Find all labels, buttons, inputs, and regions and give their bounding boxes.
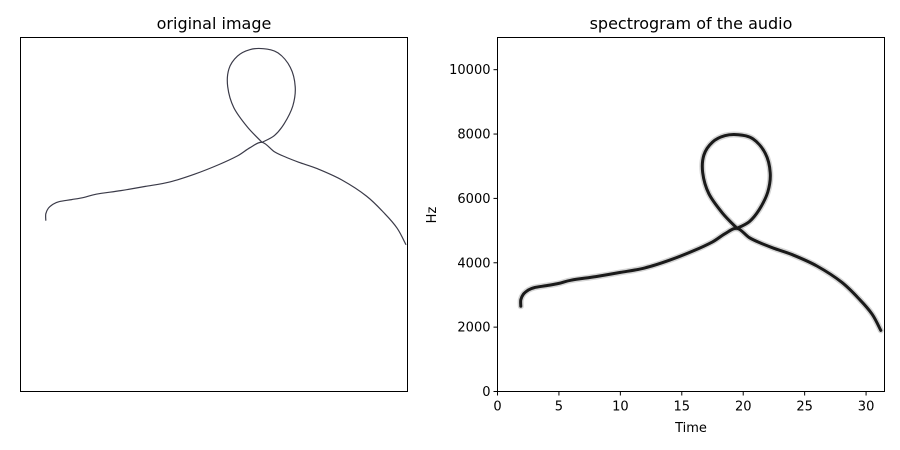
x-tick-label: 5 xyxy=(555,400,563,415)
image-curve xyxy=(45,141,407,245)
x-axis-label: Time xyxy=(674,421,707,436)
spectrogram-loop xyxy=(700,132,772,230)
x-tick-label: 0 xyxy=(493,400,501,415)
left-panel: original image xyxy=(20,14,408,392)
y-tick-label: 8000 xyxy=(457,128,490,143)
right-title: spectrogram of the audio xyxy=(590,14,793,33)
left-frame xyxy=(20,37,408,392)
y-axis-label: Hz xyxy=(425,207,440,224)
x-tick-label: 20 xyxy=(735,400,752,415)
y-tick-label: 0 xyxy=(482,385,490,400)
y-tick-label: 4000 xyxy=(457,256,490,271)
y-tick-label: 10000 xyxy=(449,63,490,78)
y-ticks: 0 2000 4000 6000 8000 10000 xyxy=(449,63,498,400)
right-curves xyxy=(517,131,884,334)
right-panel: spectrogram of the audio 0 5 10 15 20 25 30 0 2… xyxy=(425,14,885,436)
y-tick-label: 6000 xyxy=(457,192,490,207)
image-loop xyxy=(226,47,296,143)
y-tick-label: 2000 xyxy=(457,321,490,336)
x-tick-label: 30 xyxy=(858,400,875,415)
x-tick-label: 25 xyxy=(796,400,813,415)
x-ticks: 0 5 10 15 20 25 30 xyxy=(493,391,875,415)
x-tick-label: 10 xyxy=(612,400,629,415)
left-curves xyxy=(45,47,407,245)
left-title: original image xyxy=(157,14,272,33)
x-tick-label: 15 xyxy=(674,400,691,415)
right-frame xyxy=(497,37,885,392)
spectrogram-curve xyxy=(519,226,883,332)
